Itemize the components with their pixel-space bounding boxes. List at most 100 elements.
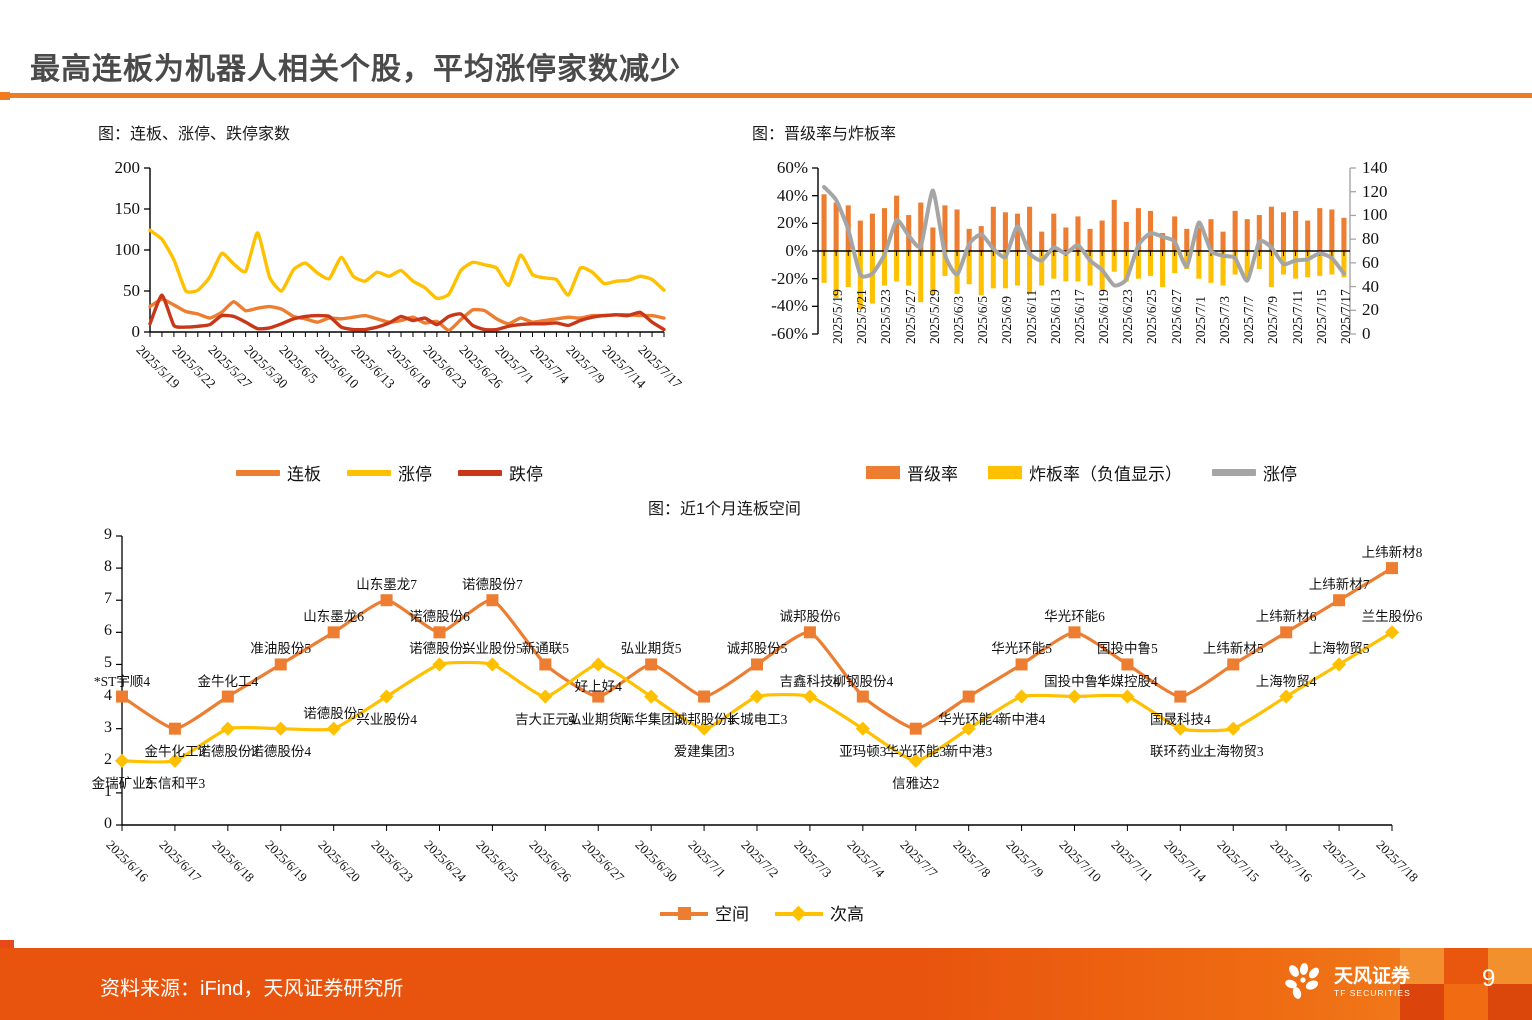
x-tick-label: 2025/7/8 (950, 837, 994, 881)
data-point-label: *ST宇顺4 (93, 673, 151, 689)
footer-square-2 (1444, 948, 1488, 984)
legend-marker-point (678, 906, 691, 920)
legend-item[interactable]: 涨停 (1212, 460, 1297, 485)
legend-label: 连板 (287, 465, 321, 484)
data-point-label: 信雅达2 (892, 775, 940, 791)
chart2-legend: 晋级率 炸板率（负值显示） 涨停 (866, 460, 1297, 485)
data-point-label: 柳钢股份4 (832, 673, 894, 689)
x-tick-label: 2025/6/17 (156, 837, 205, 885)
chart1-legend: 连板 涨停 跌停 (236, 460, 543, 485)
x-tick-label: 2025/7/7 (897, 837, 941, 881)
x-tick-label: 2025/7/17 (1320, 837, 1369, 885)
x-tick-label: 2025/7/11 (1289, 289, 1305, 344)
x-tick-label: 2025/6/20 (315, 837, 363, 885)
data-point-label: 上纬新材8 (1361, 545, 1423, 561)
x-tick-label: 2025/7/15 (1313, 289, 1329, 344)
legend-item[interactable]: 次高 (775, 900, 864, 925)
legend-color-swatch (1212, 469, 1256, 476)
x-tick-label: 2025/7/4 (844, 837, 888, 881)
y-axis-label: 20 (1362, 300, 1379, 320)
x-tick-label: 2025/6/18 (209, 837, 258, 885)
legend-label: 晋级率 (907, 465, 958, 484)
legend-item[interactable]: 晋级率 (866, 460, 958, 485)
x-tick-label: 2025/6/19 (262, 837, 311, 885)
x-tick-label: 2025/6/3 (950, 295, 966, 344)
y-axis-label: 200 (114, 158, 141, 177)
y-axis-label: -20% (771, 268, 808, 288)
legend-item[interactable]: 跌停 (458, 460, 543, 485)
legend-label: 次高 (830, 905, 864, 924)
x-tick-label: 2025/6/9 (999, 295, 1015, 344)
legend-item[interactable]: 炸板率（负值显示） (988, 460, 1182, 485)
data-point-label: 弘业期货4 (567, 711, 629, 727)
data-point-label: 金牛化工3 (144, 743, 206, 759)
data-point-label: 爱建集团3 (673, 743, 735, 759)
y-axis-label: 3 (104, 718, 112, 736)
y-axis-label: 7 (104, 590, 112, 608)
tf-securities-leaf-icon (1285, 963, 1320, 999)
data-point-label: 诚邦股份5 (726, 641, 788, 657)
data-point-label: 联环药业3 (1149, 743, 1211, 759)
y-axis-label: 8 (104, 558, 112, 576)
data-point-label: 兴业股份4 (356, 711, 417, 727)
legend-item[interactable]: 涨停 (347, 460, 432, 485)
legend-label: 空间 (715, 905, 749, 924)
y-axis-label: 9 (104, 526, 112, 543)
data-point-label: 亚玛顿3 (839, 743, 887, 759)
data-point-label: 华光环能4 (938, 711, 1000, 727)
y-axis-label: 60% (776, 158, 808, 177)
legend-item[interactable]: 空间 (660, 900, 749, 925)
x-tick-label: 2025/7/2 (738, 837, 782, 881)
data-point-label: 好上好4 (574, 679, 622, 695)
data-point-label: 国投中鲁5 (1097, 641, 1158, 657)
y-axis-label: 0 (131, 322, 141, 341)
y-axis-label: 5 (104, 654, 112, 672)
chart2-caption: 图：晋级率与炸板率 (752, 126, 897, 143)
data-point-label: 吉大正元4 (514, 711, 576, 727)
x-tick-label: 2025/5/19 (830, 289, 846, 344)
legend-label: 炸板率（负值显示） (1029, 465, 1182, 484)
footer-square-5 (1444, 984, 1488, 1020)
x-tick-label: 2025/7/17 (1337, 289, 1353, 344)
x-tick-label: 2025/7/9 (1265, 295, 1281, 344)
page-title: 最高连板为机器人相关个股，平均涨停家数减少 (30, 53, 681, 86)
data-point-label: 兰生股份6 (1361, 609, 1423, 625)
logo-subtitle: TF SECURITIES (1334, 987, 1411, 998)
y-axis-label: 100 (114, 240, 141, 259)
data-point-label: 兴业股份5 (462, 641, 523, 657)
x-tick-label: 2025/5/29 (926, 289, 942, 344)
footer-square-4 (1400, 984, 1444, 1020)
footer-square-6 (1488, 984, 1532, 1020)
x-tick-label: 2025/6/27 (579, 837, 628, 885)
y-axis-label: 0 (104, 815, 112, 832)
legend-item[interactable]: 连板 (236, 460, 321, 485)
chart-line-consecutive-board-space: 0 1 2 3 4 5 6 7 8 9 (100, 526, 1400, 835)
data-point-label: 国晟科技4 (1149, 711, 1211, 727)
y-axis-label: 50 (123, 281, 140, 300)
data-point-label: 山东墨龙7 (356, 577, 417, 593)
y-axis-label: 6 (104, 622, 112, 640)
data-point-label: 上纬新材7 (1308, 577, 1370, 593)
data-point-label: 诺德股份7 (462, 577, 523, 593)
x-tick-label: 2025/6/17 (1071, 289, 1087, 344)
x-tick-label: 2025/7/3 (791, 837, 835, 881)
data-point-label: 上纬新材6 (1255, 609, 1317, 625)
company-logo: 天风证券 TF SECURITIES (1282, 962, 1411, 1002)
data-point-label: 弘业期货5 (620, 641, 682, 657)
chart2-svg (812, 167, 1356, 335)
logo-name: 天风证券 (1334, 965, 1411, 987)
legend-line-swatch (347, 469, 391, 476)
data-point-label: 金瑞矿业2 (91, 775, 153, 791)
x-tick-label: 2025/7/10 (1055, 837, 1104, 885)
legend-marker-swatch (660, 906, 708, 920)
x-tick-label: 2025/6/11 (1023, 289, 1039, 344)
x-tick-label: 2025/7/3 (1216, 295, 1232, 344)
y-axis-label: 0 (1362, 324, 1371, 343)
y-axis-label: -60% (771, 324, 808, 343)
data-point-label: 国投中鲁4 (1044, 673, 1105, 689)
data-point-label: 诚邦股份6 (779, 609, 841, 625)
x-tick-label: 2025/6/23 (367, 837, 416, 885)
x-tick-label: 2025/6/30 (632, 837, 681, 885)
data-point-label: 上海物贸5 (1308, 641, 1370, 657)
footer-bar (0, 948, 1532, 1020)
